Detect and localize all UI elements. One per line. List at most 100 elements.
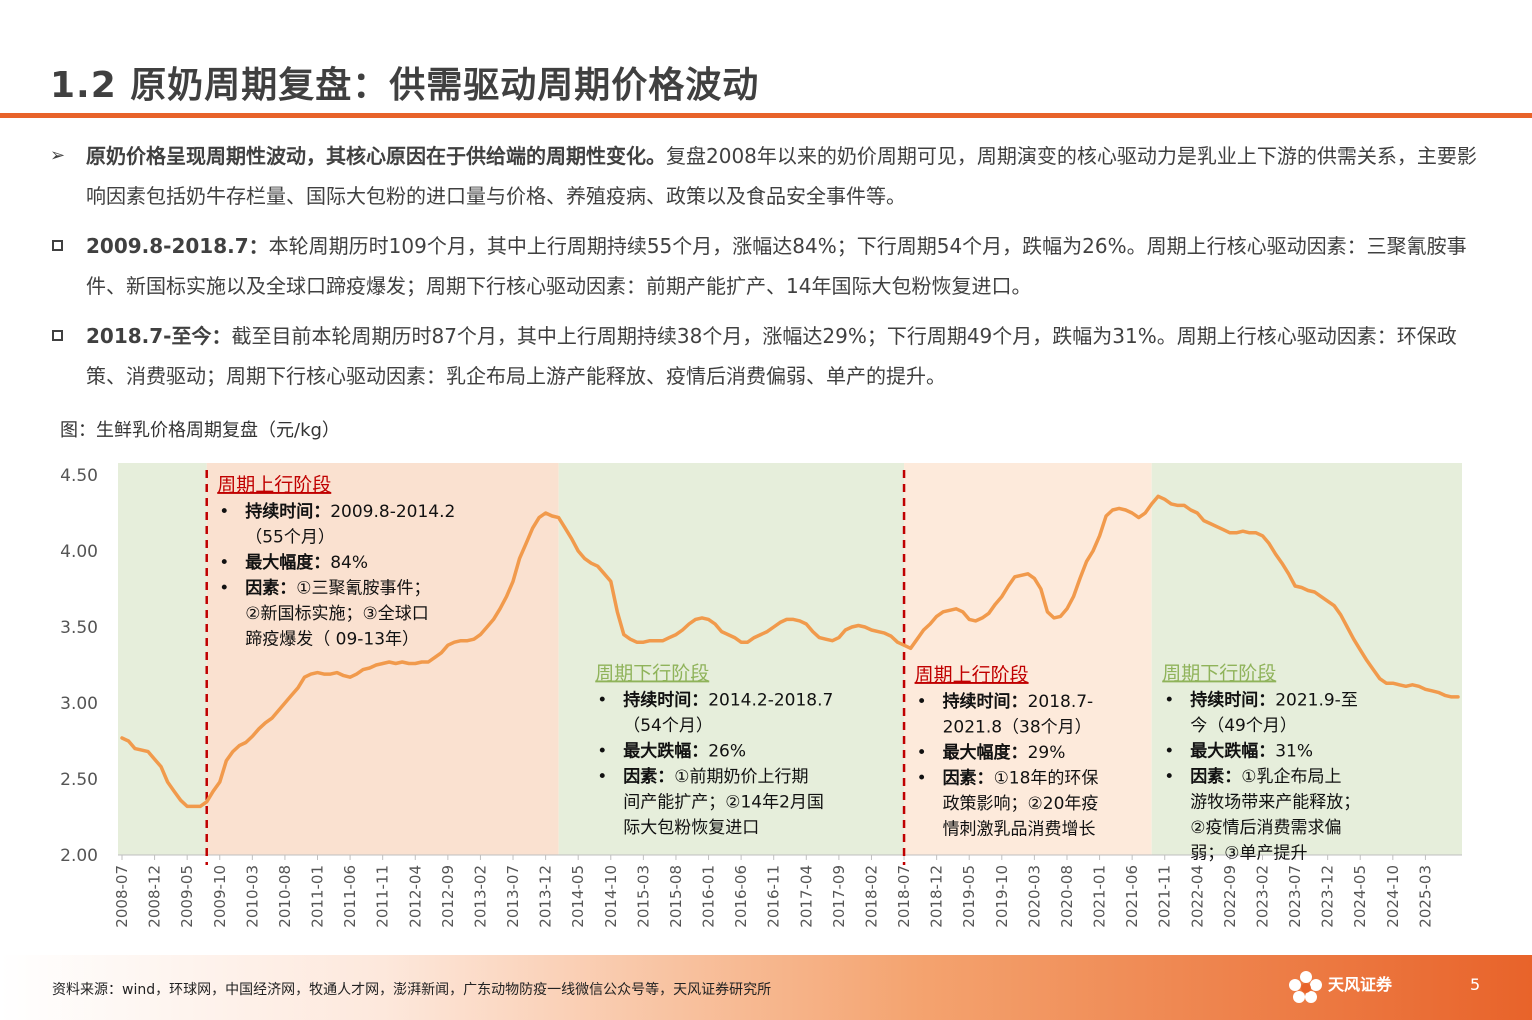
x-tick-label: 2019-05 xyxy=(960,865,978,928)
bullet-text: 截至目前本轮周期历时87个月，其中上行周期持续38个月，涨幅达29%；下行周期4… xyxy=(86,324,1457,388)
x-tick-label: 2012-09 xyxy=(439,865,457,928)
annotation-bullet: • xyxy=(917,769,927,789)
annotation-bold: 因素： xyxy=(943,769,994,789)
annotation-text: 今（49个月） xyxy=(1190,716,1297,736)
x-tick-label: 2016-01 xyxy=(700,865,718,928)
annotation-heading: 周期下行阶段 xyxy=(1162,662,1276,684)
x-tick-label: 2008-07 xyxy=(113,865,131,928)
x-tick-label: 2015-08 xyxy=(667,865,685,928)
annotation-heading: 周期下行阶段 xyxy=(595,662,709,684)
y-tick-label: 2.50 xyxy=(60,770,98,790)
x-tick-label: 2017-04 xyxy=(797,865,815,928)
annotation-bold: 最大幅度： xyxy=(943,742,1028,763)
x-tick-label: 2023-07 xyxy=(1286,865,1304,928)
bullet-text: 本轮周期历时109个月，其中上行周期持续55个月，涨幅达84%；下行周期54个月… xyxy=(86,234,1467,298)
annotation-line: 游牧场带来产能释放； xyxy=(1190,792,1360,812)
annotation-line: 2021.8（38个月） xyxy=(943,718,1092,738)
phase-band xyxy=(118,463,207,855)
annotation-heading: 周期上行阶段 xyxy=(217,474,331,496)
x-tick-label: 2022-04 xyxy=(1188,865,1206,928)
x-tick-label: 2023-12 xyxy=(1319,865,1337,928)
x-tick-label: 2010-08 xyxy=(276,865,294,928)
x-tick-label: 2009-05 xyxy=(178,865,196,928)
phase-band xyxy=(206,463,559,855)
x-tick-label: 2013-07 xyxy=(504,865,522,928)
annotation-line: 最大幅度：84% xyxy=(245,552,368,573)
x-tick-label: 2008-12 xyxy=(146,865,164,928)
annotation-text: 29% xyxy=(1028,743,1066,763)
annotation-bold: 持续时间： xyxy=(623,689,708,710)
x-tick-label: 2024-05 xyxy=(1351,865,1369,928)
annotation-bold: 因素： xyxy=(1190,767,1241,787)
bullet-bold-text: 原奶价格呈现周期性波动，其核心原因在于供给端的周期性变化。 xyxy=(86,144,666,168)
square-bullet-icon xyxy=(52,330,63,341)
annotation-text: （55个月） xyxy=(245,528,335,548)
annotation-text: 政策影响；②20年疫 xyxy=(943,794,1099,814)
annotation-bullet: • xyxy=(1164,690,1174,710)
x-tick-label: 2017-09 xyxy=(830,865,848,928)
annotation-text: 2018.7- xyxy=(1028,692,1094,712)
annotation-line: ②新国标实施；③全球口 xyxy=(245,604,428,624)
annotation-text: ①三聚氰胺事件； xyxy=(296,579,430,599)
bullet-item-2: 2009.8-2018.7：本轮周期历时109个月，其中上行周期持续55个月，涨… xyxy=(50,226,1490,306)
x-tick-label: 2013-02 xyxy=(471,865,489,928)
bullet-bold-text: 2018.7-至今： xyxy=(86,324,232,348)
annotation-bold: 持续时间： xyxy=(943,691,1028,712)
annotation-text: 2009.8-2014.2 xyxy=(330,502,455,522)
annotation-bullet: • xyxy=(219,502,229,522)
annotation-line: 政策影响；②20年疫 xyxy=(943,794,1099,814)
annotation-bullet: • xyxy=(219,579,229,599)
x-tick-label: 2024-10 xyxy=(1384,865,1402,928)
annotation-block: 周期上行阶段 • 持续时间：2009.8-2014.2 （55个月） • 最大幅度：84%… xyxy=(217,474,455,650)
annotation-text: 84% xyxy=(330,553,368,573)
phase-band xyxy=(904,463,1152,855)
y-tick-label: 4.50 xyxy=(60,466,98,486)
annotation-line: 因素：①乳企布局上 xyxy=(1190,767,1341,787)
annotation-line: 间产能扩产；②14年2月国 xyxy=(623,792,824,812)
x-tick-label: 2016-06 xyxy=(732,865,750,928)
annotation-line: 际大包粉恢复进口 xyxy=(623,818,759,838)
annotation-text: 间产能扩产；②14年2月国 xyxy=(623,792,824,812)
figure-title: 图：生鲜乳价格周期复盘（元/kg） xyxy=(60,420,340,441)
annotation-bullet: • xyxy=(917,743,927,763)
x-tick-label: 2016-11 xyxy=(765,865,783,928)
price-series-line xyxy=(120,494,1460,809)
x-tick-label: 2009-10 xyxy=(211,865,229,928)
x-tick-label: 2011-01 xyxy=(309,865,327,928)
x-tick-label: 2020-08 xyxy=(1058,865,1076,928)
x-tick-label: 2021-11 xyxy=(1156,865,1174,928)
y-tick-label: 3.00 xyxy=(60,694,98,714)
annotation-text: 际大包粉恢复进口 xyxy=(623,818,759,838)
phase-band xyxy=(1151,463,1462,855)
annotation-bold: 最大幅度： xyxy=(245,552,330,573)
bullet-item-3: 2018.7-至今：截至目前本轮周期历时87个月，其中上行周期持续38个月，涨幅… xyxy=(50,316,1490,396)
annotation-text: ②疫情后消费需求偏 xyxy=(1190,818,1341,838)
annotation-line: 持续时间：2014.2-2018.7 xyxy=(623,689,833,710)
annotation-text: ①18年的环保 xyxy=(994,769,1099,789)
annotation-line: 弱；③单产提升 xyxy=(1190,843,1307,863)
x-tick-label: 2018-02 xyxy=(862,865,880,928)
annotation-text: 2021.8（38个月） xyxy=(943,718,1092,738)
annotation-text: ②新国标实施；③全球口 xyxy=(245,604,428,624)
page-number: 5 xyxy=(1470,975,1481,994)
annotation-bullet: • xyxy=(219,553,229,573)
annotation-line: 今（49个月） xyxy=(1190,716,1297,736)
annotation-line: 持续时间：2009.8-2014.2 xyxy=(245,501,455,522)
annotation-bold: 最大跌幅： xyxy=(623,740,708,761)
annotation-line: 持续时间：2021.9-至 xyxy=(1190,689,1358,710)
annotation-text: 情刺激乳品消费增长 xyxy=(943,820,1096,840)
annotation-heading: 周期上行阶段 xyxy=(915,664,1029,686)
annotation-bullet: • xyxy=(1164,741,1174,761)
annotation-text: 蹄疫爆发（ 09-13年） xyxy=(245,630,419,650)
annotation-line: （54个月） xyxy=(623,716,713,736)
annotation-text: 26% xyxy=(708,741,746,761)
annotation-text: 2021.9-至 xyxy=(1275,690,1358,710)
x-tick-label: 2022-09 xyxy=(1221,865,1239,928)
x-tick-label: 2021-01 xyxy=(1091,865,1109,928)
price-line-chart: 2.00 2.50 3.00 3.50 4.00 4.50 2008-07 2008-12 20… xyxy=(60,463,1462,928)
title-rule xyxy=(0,113,1532,118)
annotation-text: （54个月） xyxy=(623,716,713,736)
y-tick-label: 4.00 xyxy=(60,542,98,562)
x-tick-label: 2020-03 xyxy=(1025,865,1043,928)
arrow-bullet-icon: ➢ xyxy=(50,145,66,166)
